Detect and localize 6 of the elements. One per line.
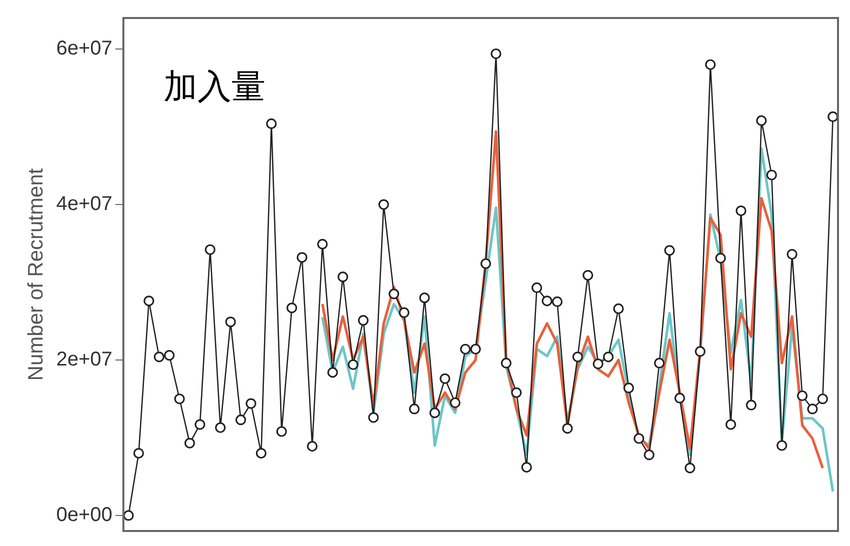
- y-tick-label: 4e+07: [56, 193, 112, 216]
- y-tick-label: 6e+07: [56, 38, 112, 60]
- y-tick-label: 0e+00: [56, 504, 112, 526]
- text: 加入量: [163, 67, 266, 107]
- y-tick-label: 2e+07: [56, 348, 112, 371]
- y-axis-title: Number of Recrutment: [24, 168, 48, 381]
